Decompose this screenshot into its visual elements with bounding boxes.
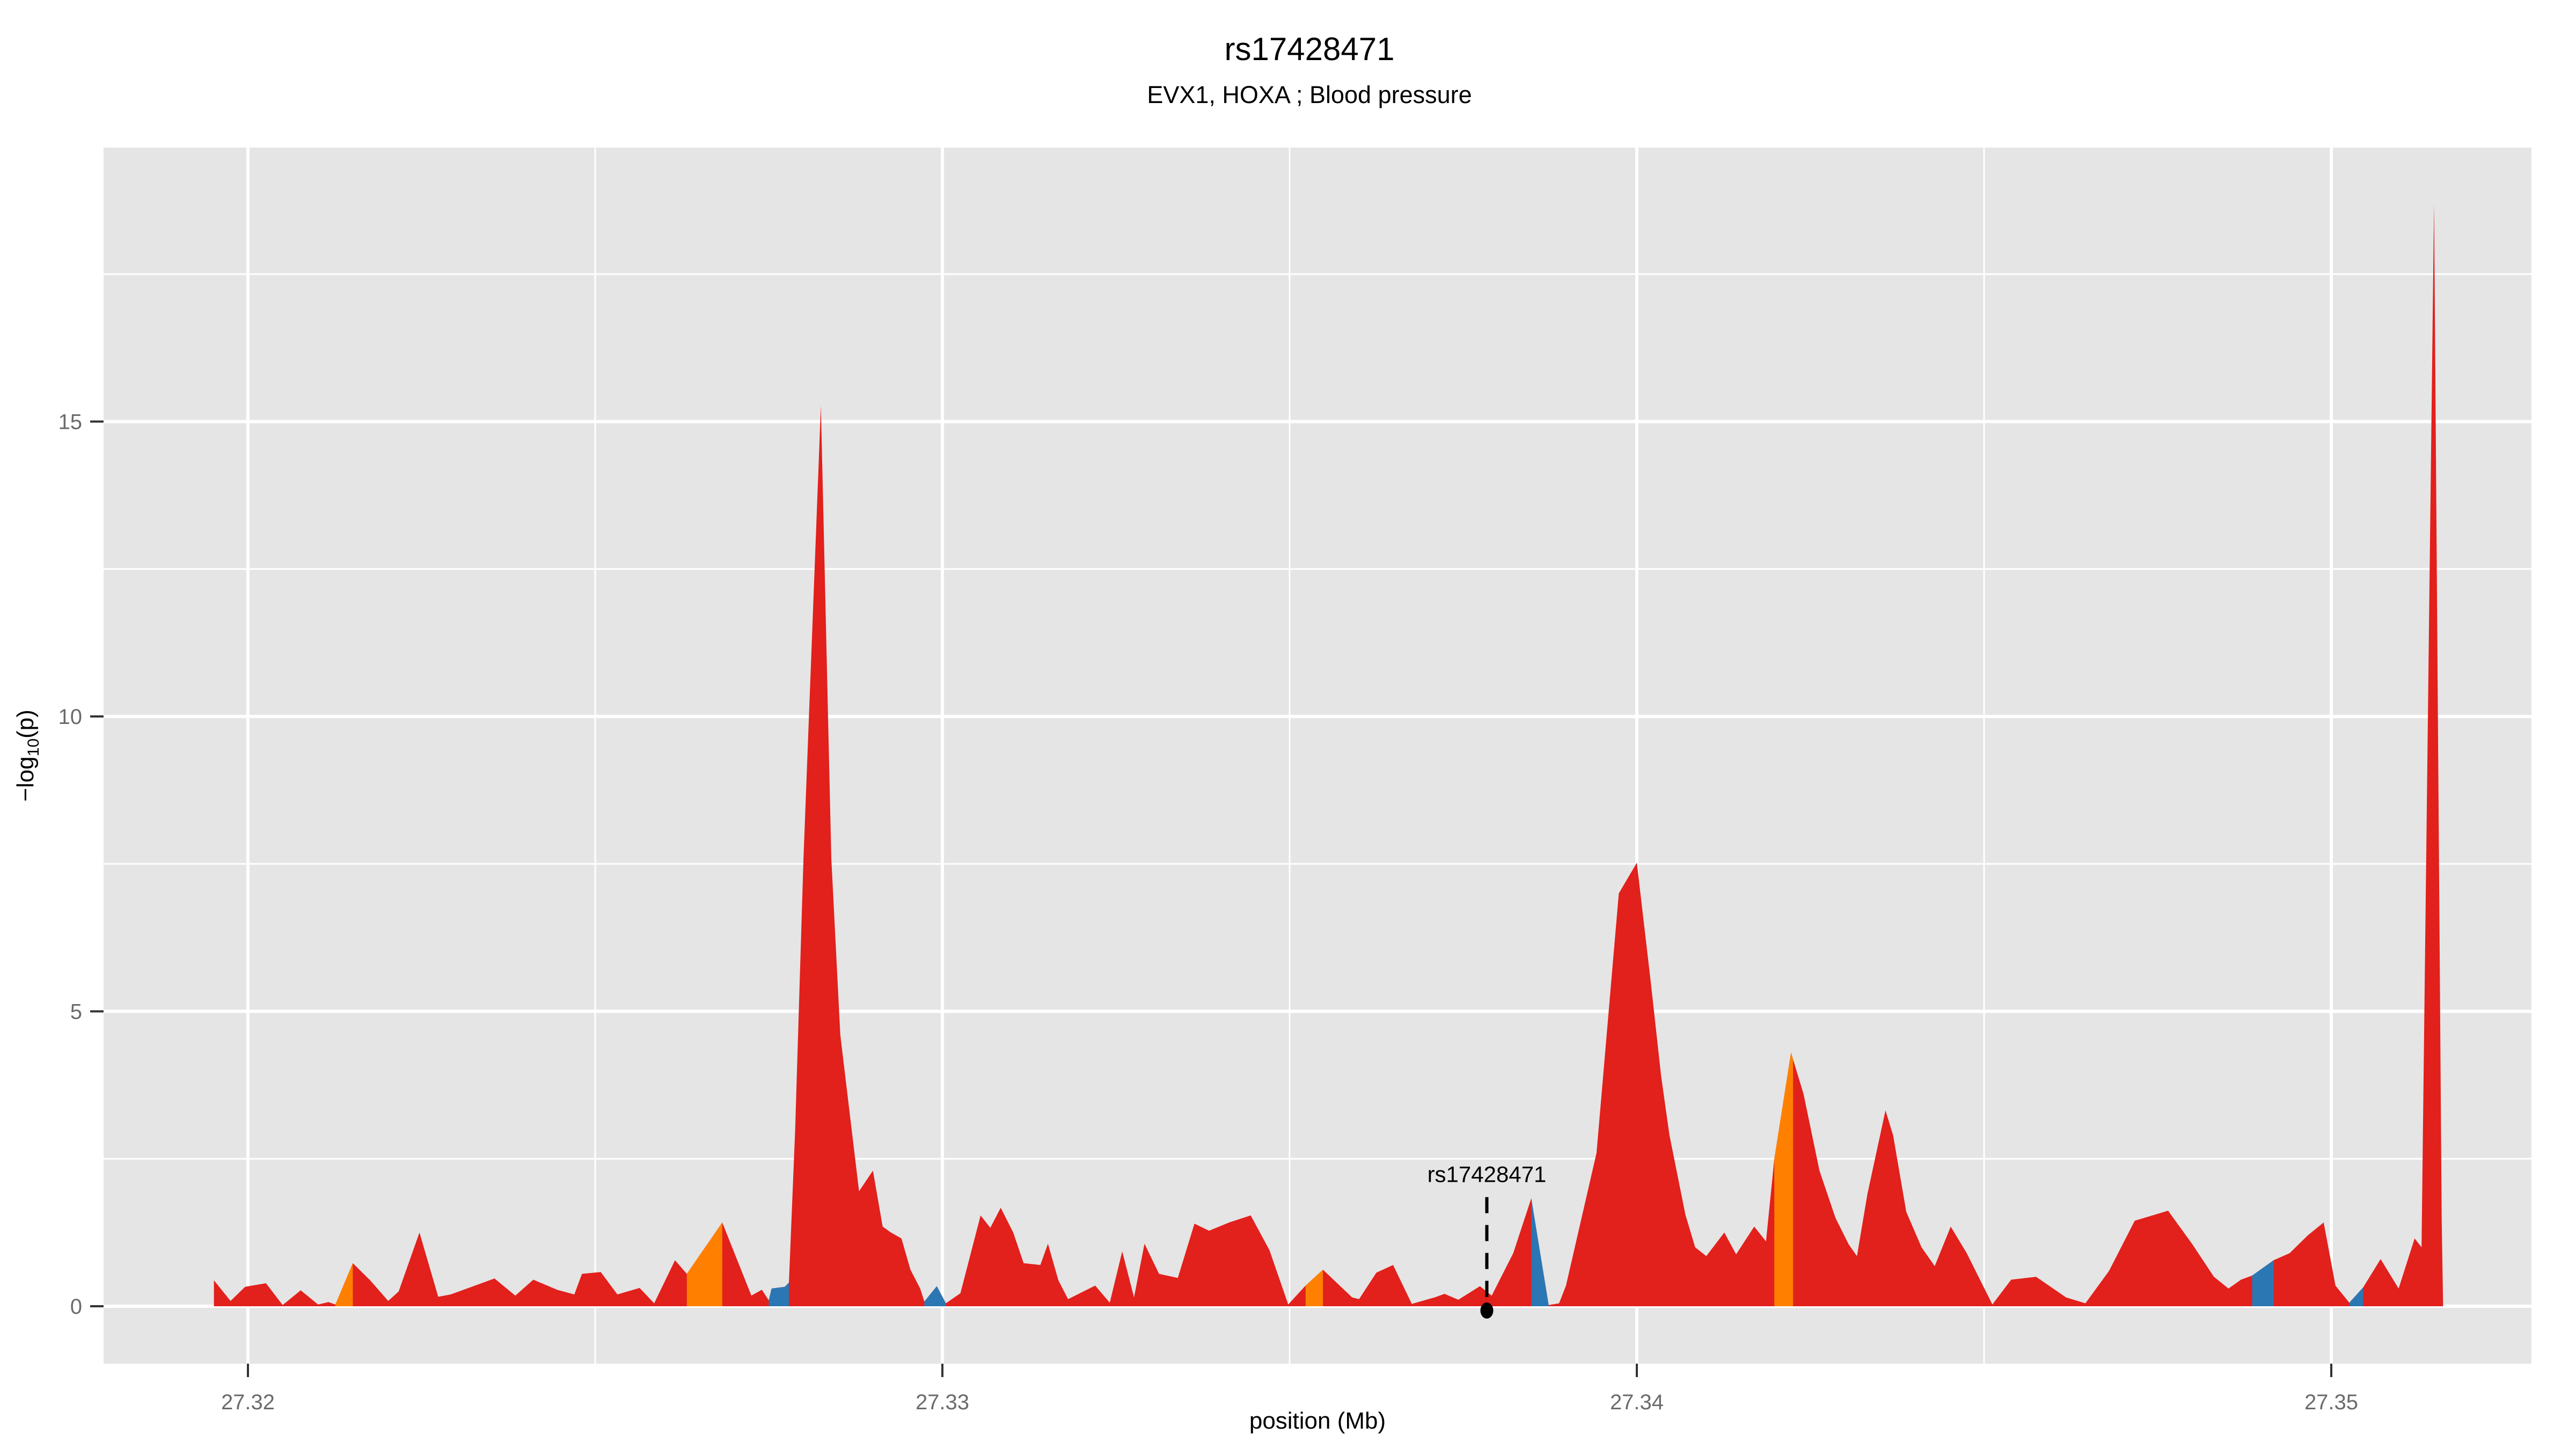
y-tick-label: 15 (58, 411, 83, 434)
y-tick-label: 10 (58, 705, 83, 729)
association-area-orange (335, 1263, 353, 1306)
y-axis-title-main: −log (12, 756, 39, 801)
association-area-blue (2349, 1287, 2363, 1306)
gridlines-minor (104, 148, 2531, 1364)
page-title: rs17428471 (1225, 31, 1395, 67)
axis-ticks: 27.32 27.33 27.34 27.35 0 5 10 15 (58, 411, 2359, 1415)
page-subtitle: EVX1, HOXA ; Blood pressure (1147, 81, 1472, 108)
association-area-blue (769, 1283, 789, 1306)
snp-annotation-label: rs17428471 (1428, 1162, 1547, 1187)
snp-annotation (1480, 1197, 1494, 1319)
y-tick-label: 5 (70, 1000, 82, 1024)
x-tick-label: 27.35 (2304, 1391, 2358, 1414)
association-area-blue (2252, 1260, 2274, 1306)
association-area-blue (1531, 1198, 1549, 1306)
area-series (214, 203, 2443, 1307)
association-area-orange (686, 1222, 722, 1306)
x-axis-title: position (Mb) (1249, 1408, 1386, 1434)
y-tick-label: 0 (70, 1295, 82, 1319)
snp-point (1480, 1302, 1494, 1319)
x-tick-label: 27.33 (916, 1391, 969, 1414)
y-axis-title: −log10(p) (12, 709, 42, 802)
y-axis-title-end: (p) (12, 709, 39, 738)
x-tick-label: 27.32 (221, 1391, 275, 1414)
x-tick-label: 27.34 (1610, 1391, 1664, 1414)
association-area-orange (1305, 1269, 1323, 1306)
plot-panel (104, 148, 2531, 1364)
association-area-orange (1774, 1052, 1794, 1306)
association-area-blue (924, 1286, 946, 1306)
y-axis-title-subscript: 10 (25, 738, 42, 756)
